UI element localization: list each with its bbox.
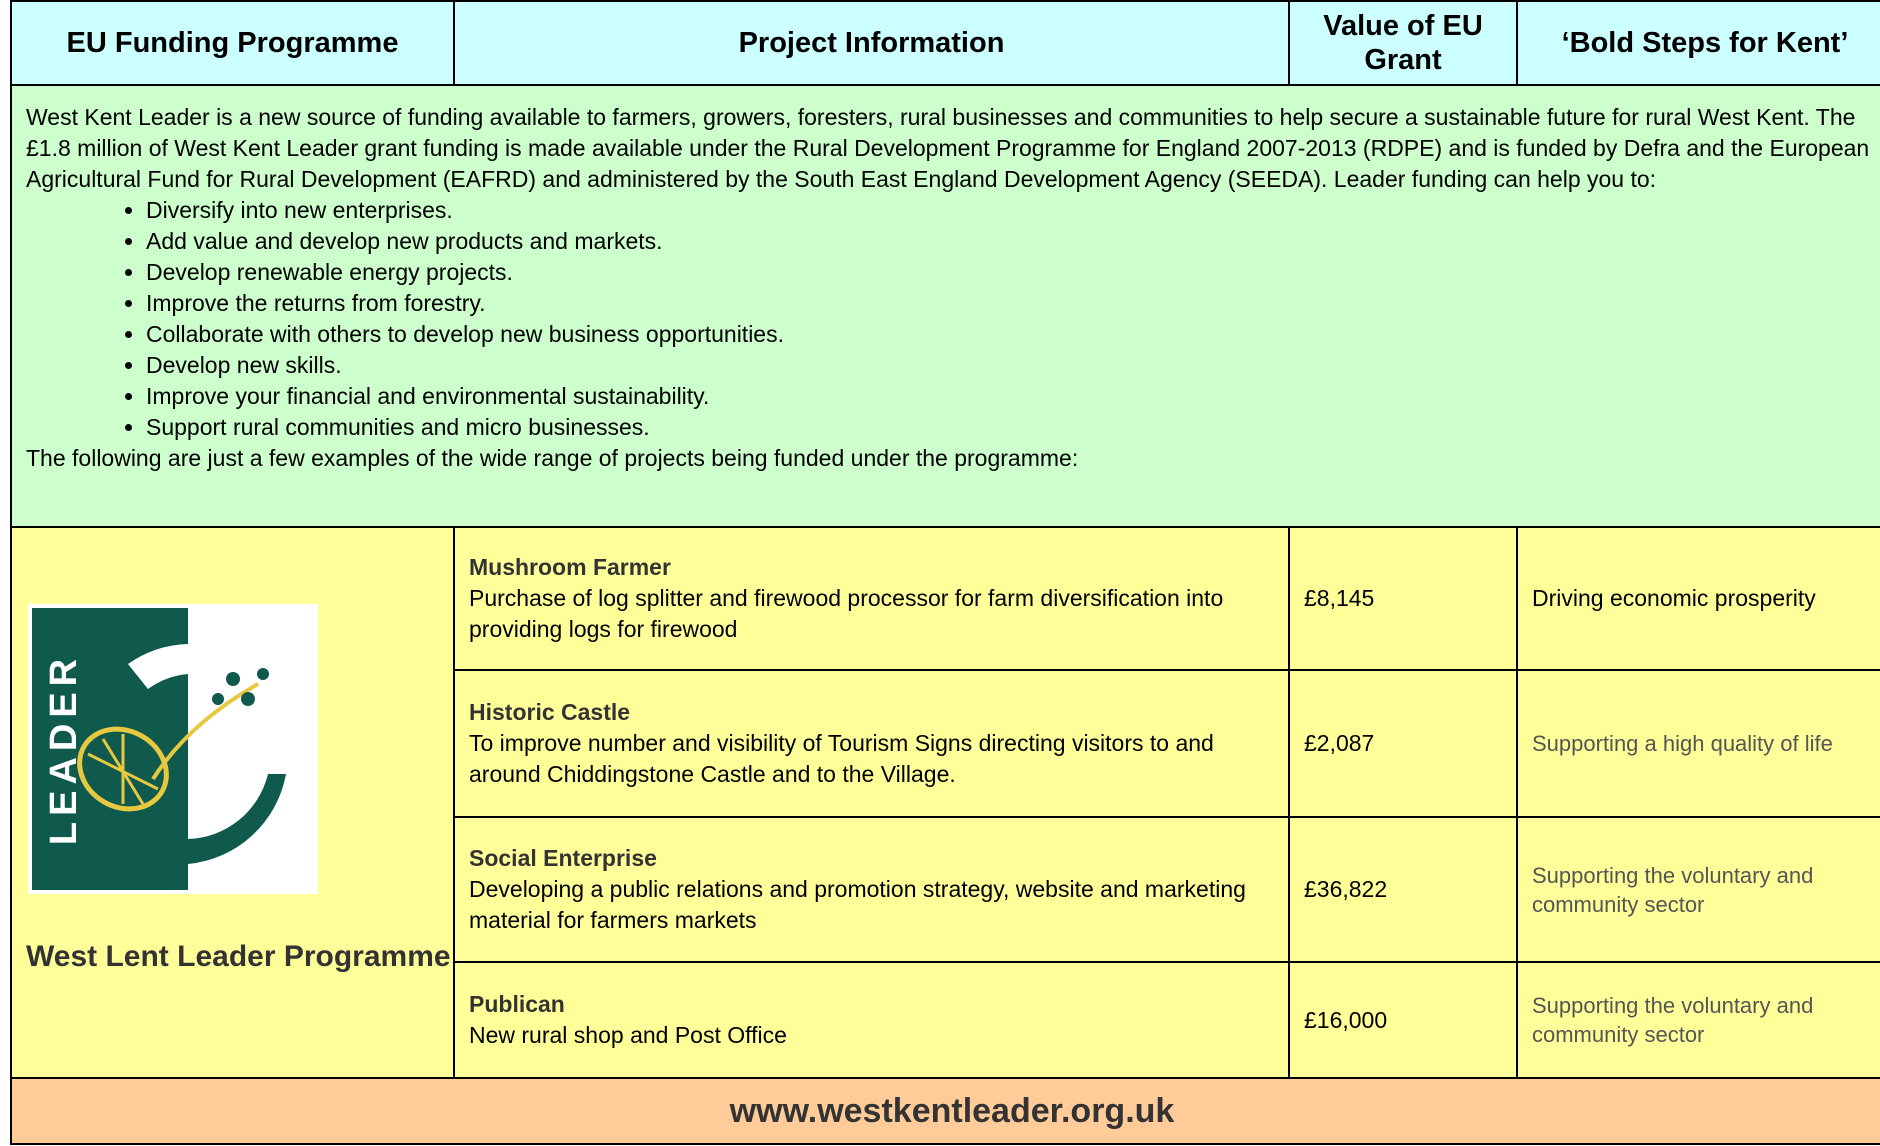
project-row: Publican New rural shop and Post Office £1…: [11, 961, 1880, 1079]
bold-steps: Supporting a high quality of life: [1516, 669, 1880, 818]
grant-value: £8,145: [1288, 526, 1518, 671]
project-title: Mushroom Farmer: [469, 554, 671, 580]
project-title: Publican: [469, 991, 565, 1017]
bullet-item: Add value and develop new products and m…: [146, 226, 1878, 257]
funding-table: EU Funding Programme Project Information…: [10, 0, 1880, 1145]
project-title: Historic Castle: [469, 699, 631, 725]
project-row: LEADER West Lent Leader Programme Mushro…: [10, 526, 1880, 1079]
logo-label: West Lent Leader Programme: [26, 940, 451, 973]
bullet-item: Improve your financial and environmental…: [146, 381, 1878, 412]
project-info: Mushroom Farmer Purchase of log splitter …: [453, 526, 1290, 671]
project-description: New rural shop and Post Office: [469, 1022, 787, 1048]
intro-row: West Kent Leader is a new source of fund…: [10, 84, 1880, 528]
leader-logo: LEADER: [28, 604, 318, 894]
project-description: To improve number and visibility of Tour…: [469, 730, 1214, 787]
bullet-item: Diversify into new enterprises.: [146, 195, 1878, 226]
intro-cell: West Kent Leader is a new source of fund…: [10, 84, 1880, 528]
logo-cell: LEADER West Lent Leader Programme: [10, 526, 455, 1079]
intro-closing: The following are just a few examples of…: [26, 445, 1079, 471]
bold-steps: Driving economic prosperity: [1516, 526, 1880, 671]
intro-paragraph: West Kent Leader is a new source of fund…: [26, 104, 1870, 192]
project-info: Social Enterprise Developing a public rel…: [453, 816, 1290, 963]
project-row: Social Enterprise Developing a public rel…: [11, 816, 1880, 963]
project-title: Social Enterprise: [469, 845, 657, 871]
grant-value: £16,000: [1288, 961, 1518, 1079]
website: www.westkentleader.org.uk: [10, 1077, 1880, 1145]
logo-text: LEADER: [43, 653, 85, 845]
bullet-list: Diversify into new enterprises.Add value…: [26, 195, 1878, 443]
header-cell: ‘Bold Steps for Kent’: [1516, 0, 1880, 86]
grant-value: £36,822: [1288, 816, 1518, 963]
bullet-item: Improve the returns from forestry.: [146, 288, 1878, 319]
bullet-item: Collaborate with others to develop new b…: [146, 319, 1878, 350]
header-cell: Project Information: [453, 0, 1290, 86]
bullet-item: Support rural communities and micro busi…: [146, 412, 1878, 443]
project-info: Publican New rural shop and Post Office: [453, 961, 1290, 1079]
grant-value: £2,087: [1288, 669, 1518, 818]
project-description: Purchase of log splitter and firewood pr…: [469, 585, 1224, 642]
page: EU Funding Programme Project Information…: [10, 0, 1880, 1146]
bold-steps: Supporting the voluntary and community s…: [1516, 816, 1880, 963]
project-description: Developing a public relations and promot…: [469, 876, 1246, 933]
project-info: Historic Castle To improve number and vis…: [453, 669, 1290, 818]
project-row: Historic Castle To improve number and vis…: [11, 669, 1880, 818]
header-row: EU Funding Programme Project Information…: [10, 0, 1880, 86]
footer-row: www.westkentleader.org.uk: [10, 1077, 1880, 1145]
bullet-item: Develop new skills.: [146, 350, 1878, 381]
bullet-item: Develop renewable energy projects.: [146, 257, 1878, 288]
header-cell: EU Funding Programme: [10, 0, 455, 86]
bold-steps: Supporting the voluntary and community s…: [1516, 961, 1880, 1079]
header-cell: Value of EU Grant: [1288, 0, 1518, 86]
